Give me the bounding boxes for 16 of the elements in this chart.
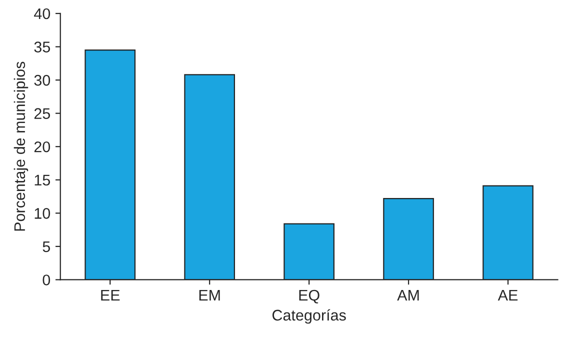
y-tick-label: 15 [34,174,50,186]
x-tick-label: EQ [299,290,320,304]
x-tick-label: AE [498,290,518,301]
y-tick-label: 20 [34,141,50,152]
y-tick-label: 10 [34,208,50,219]
x-tick-label: EE [101,290,120,301]
y-tick-label: 30 [34,74,50,86]
y-tick-label: 0 [42,274,50,286]
x-tick-label: AM [397,290,419,301]
x-tick-label: EM [199,290,220,301]
y-tick-label: 40 [34,8,50,20]
y-tick-label: 5 [42,241,50,252]
y-tick-label: 25 [34,108,50,119]
y-tick-label: 35 [34,42,50,52]
y-axis-title: Porcentaje de municipios [14,62,28,231]
x-axis-title: Categorías [272,309,346,324]
